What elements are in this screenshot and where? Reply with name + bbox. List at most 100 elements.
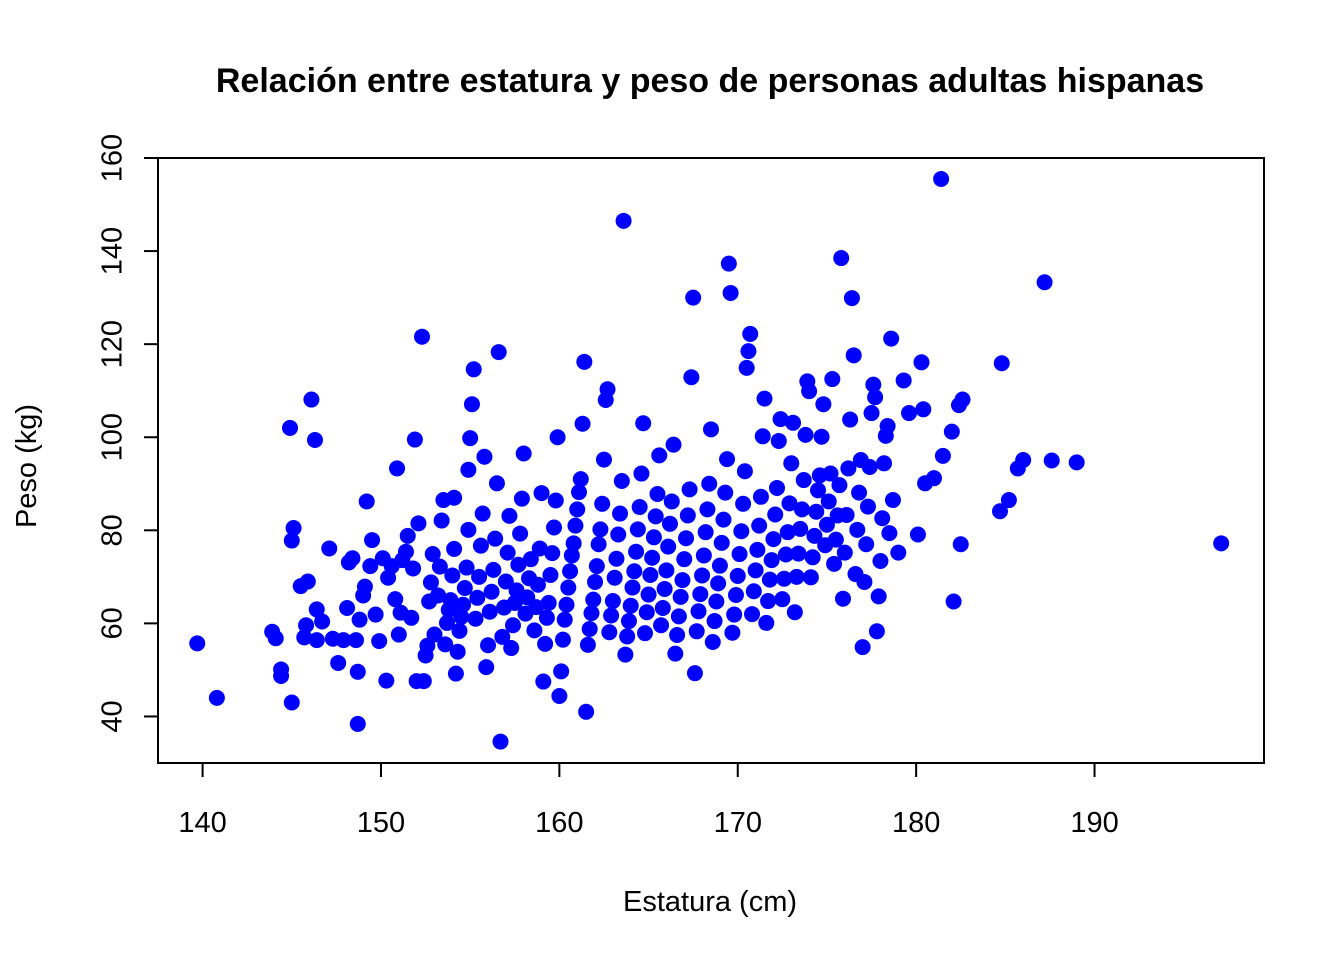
data-point: [733, 523, 750, 540]
chart-title: Relación entre estatura y peso de person…: [216, 62, 1204, 100]
data-point: [883, 330, 900, 347]
data-point: [810, 482, 827, 499]
y-tick-label: 60: [97, 607, 129, 639]
data-point: [626, 563, 643, 580]
data-point: [510, 556, 527, 573]
data-point: [722, 284, 739, 301]
data-point: [533, 485, 550, 502]
data-point: [551, 687, 568, 704]
data-point: [501, 507, 518, 524]
data-point: [686, 665, 703, 682]
data-point: [488, 475, 505, 492]
data-point: [881, 525, 898, 542]
data-point: [299, 573, 316, 590]
data-point: [462, 430, 479, 447]
data-point: [642, 566, 659, 583]
x-tick-label: 170: [714, 807, 762, 839]
data-point: [658, 562, 675, 579]
data-point: [558, 596, 575, 613]
data-point: [945, 593, 962, 610]
data-point: [720, 255, 737, 272]
data-point: [754, 428, 771, 445]
data-point: [433, 512, 450, 529]
data-point: [624, 579, 641, 596]
data-point: [531, 540, 548, 557]
y-tick-label: 140: [97, 227, 129, 275]
data-point: [711, 557, 728, 574]
data-point: [943, 423, 960, 440]
data-point: [824, 371, 841, 388]
data-point: [608, 550, 625, 567]
plot-frame: [157, 157, 1265, 764]
data-point: [371, 633, 388, 650]
data-point: [490, 344, 507, 361]
data-point: [835, 590, 852, 607]
data-point: [601, 624, 618, 641]
data-point: [1036, 274, 1053, 291]
data-point: [469, 589, 486, 606]
data-point: [349, 715, 366, 732]
data-point: [592, 521, 609, 538]
data-point: [306, 432, 323, 449]
data-point: [424, 546, 441, 563]
data-point: [640, 586, 657, 603]
data-point: [991, 503, 1008, 520]
data-point: [446, 489, 463, 506]
data-point: [729, 567, 746, 584]
data-point: [747, 562, 764, 579]
data-point: [663, 493, 680, 510]
data-point: [867, 389, 884, 406]
data-point: [535, 673, 552, 690]
data-point: [513, 490, 530, 507]
y-tick-label: 160: [97, 134, 129, 182]
data-point: [628, 543, 645, 560]
data-point: [790, 545, 807, 562]
data-point: [751, 517, 768, 534]
data-point: [283, 532, 300, 549]
data-point: [481, 603, 498, 620]
data-point: [463, 396, 480, 413]
data-point: [321, 540, 338, 557]
data-point: [765, 531, 782, 548]
data-point: [487, 530, 504, 547]
data-point: [726, 606, 743, 623]
y-axis-label: Peso (kg): [11, 404, 43, 528]
data-point: [390, 626, 407, 643]
data-point: [579, 636, 596, 653]
data-point: [635, 415, 652, 432]
data-point: [1068, 454, 1085, 471]
data-point: [344, 550, 361, 567]
data-point: [430, 587, 447, 604]
x-tick-label: 190: [1070, 807, 1118, 839]
x-tick-label: 150: [357, 807, 405, 839]
data-point: [704, 634, 721, 650]
data-point: [460, 461, 477, 478]
data-point: [522, 551, 539, 568]
data-point: [444, 567, 461, 584]
data-point: [588, 558, 605, 575]
data-point: [467, 610, 484, 627]
data-point: [282, 419, 299, 436]
data-point: [629, 521, 646, 538]
x-tick-label: 160: [535, 807, 583, 839]
data-point: [813, 428, 830, 445]
data-point: [876, 455, 893, 472]
data-point: [451, 622, 468, 639]
data-point: [283, 694, 300, 711]
data-point: [685, 289, 702, 306]
data-point: [670, 608, 687, 625]
data-point: [993, 355, 1010, 372]
data-point: [856, 573, 873, 590]
data-point: [587, 573, 604, 590]
data-point: [410, 515, 427, 532]
data-point: [858, 536, 875, 553]
data-point: [683, 369, 700, 386]
data-point: [752, 488, 769, 505]
data-point: [405, 560, 422, 577]
data-point: [909, 526, 926, 543]
data-point: [447, 665, 464, 682]
data-point: [465, 361, 482, 378]
data-point: [901, 405, 918, 422]
data-point: [713, 534, 730, 551]
data-point: [874, 510, 891, 527]
